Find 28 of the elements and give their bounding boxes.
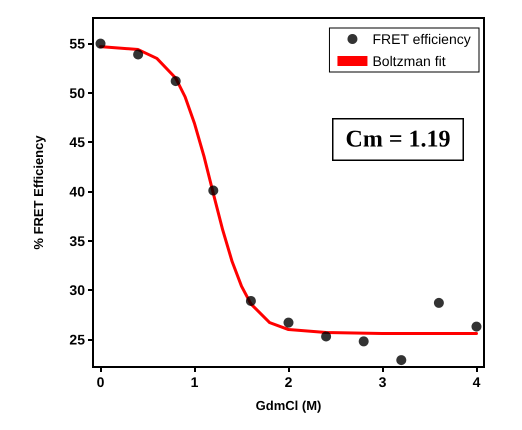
y-axis-title: % FRET Efficiency <box>31 134 46 250</box>
y-tick-label: 45 <box>69 134 86 150</box>
y-tick-label: 35 <box>69 232 86 249</box>
point <box>246 296 256 306</box>
point <box>358 336 369 346</box>
y-tick-label: 50 <box>69 84 86 101</box>
y-tick-label: 55 <box>69 36 86 52</box>
point <box>471 322 482 332</box>
point <box>396 355 406 366</box>
point <box>133 49 144 60</box>
legend-label: FRET efficiency <box>372 31 471 47</box>
point <box>321 331 332 342</box>
x-tick-label: 3 <box>378 374 387 390</box>
point <box>96 38 106 49</box>
x-tick-label: 1 <box>190 374 199 390</box>
y-tick-label: 30 <box>69 282 86 298</box>
annotation: Cm = 1.19 <box>346 126 450 152</box>
x-axis-title: GdmCl (M) <box>256 398 322 413</box>
point <box>170 76 181 86</box>
y-tick-label: 40 <box>69 184 86 200</box>
x-tick-label: 2 <box>284 374 293 390</box>
y-tick-label: 25 <box>69 331 86 348</box>
x-tick-label: 4 <box>472 374 481 390</box>
legend-label: Boltzman fit <box>372 53 446 69</box>
x-tick-label: 0 <box>96 374 105 390</box>
point <box>434 298 444 308</box>
point <box>208 186 218 196</box>
point <box>284 318 294 328</box>
